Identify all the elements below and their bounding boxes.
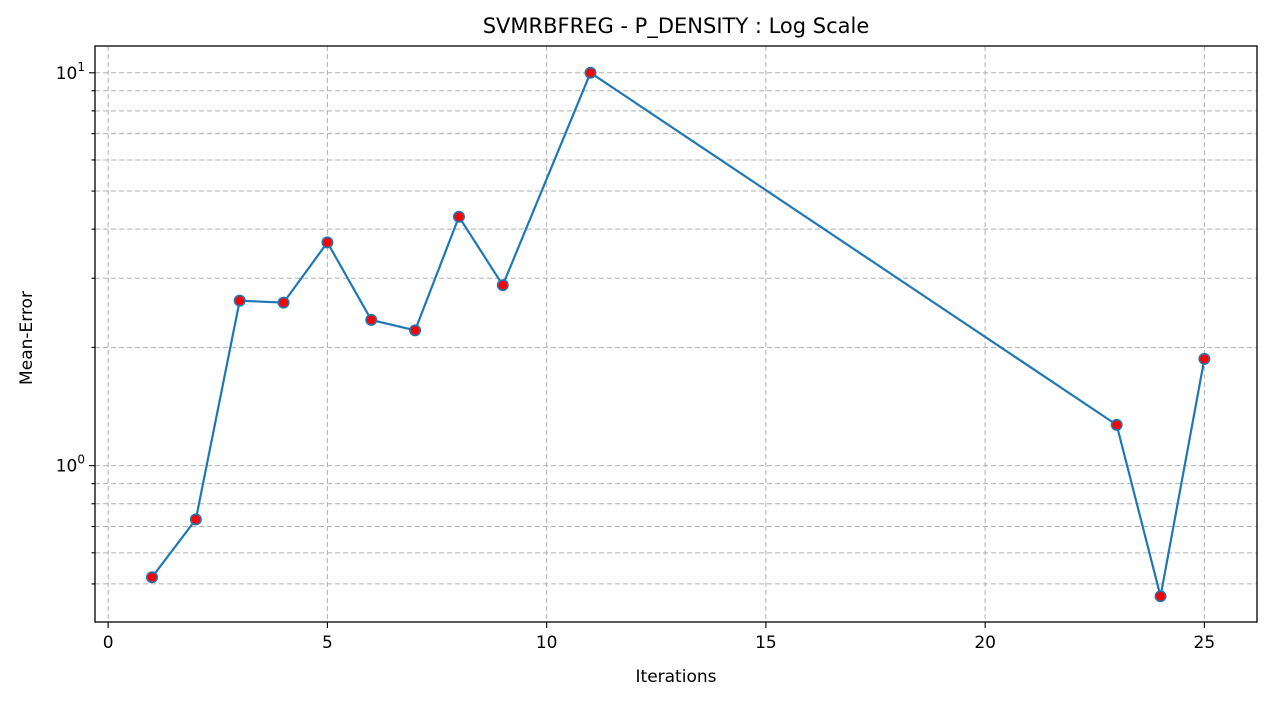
data-point: [452, 210, 465, 223]
data-point: [321, 236, 334, 249]
data-point: [365, 313, 378, 326]
data-point: [409, 324, 422, 337]
y-tick-label: 100: [56, 453, 85, 477]
grid-layer: [95, 46, 1257, 622]
series-line: [151, 71, 1206, 597]
x-tick-label: 25: [1194, 633, 1216, 653]
y-tick-label: 101: [56, 60, 85, 84]
x-tick-label: 5: [322, 633, 333, 653]
x-tick-label: 10: [536, 633, 558, 653]
data-point: [584, 66, 597, 79]
data-point: [1110, 418, 1123, 431]
chart-title: SVMRBFREG - P_DENSITY : Log Scale: [483, 14, 870, 39]
series-layer: [146, 66, 1211, 603]
ticks-layer: 0 5 10 15 20 25 100 101: [56, 60, 1215, 653]
data-point: [233, 294, 246, 307]
x-tick-label: 20: [974, 633, 996, 653]
data-point: [189, 513, 202, 526]
data-point: [1154, 590, 1167, 603]
plot-frame: [94, 45, 1258, 623]
x-tick-label: 0: [103, 633, 114, 653]
y-axis-label: Mean-Error: [17, 291, 37, 385]
data-point: [277, 296, 290, 309]
data-point: [1198, 352, 1211, 365]
data-point: [496, 279, 509, 292]
x-axis-label: Iterations: [636, 667, 717, 687]
x-tick-label: 15: [755, 633, 777, 653]
data-point: [146, 571, 159, 584]
